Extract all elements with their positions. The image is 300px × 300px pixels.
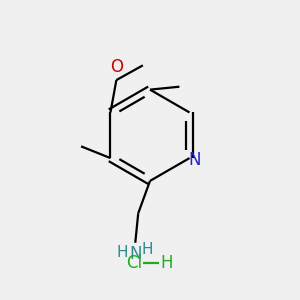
Text: H: H: [116, 245, 128, 260]
Text: O: O: [110, 58, 123, 76]
Text: H: H: [160, 254, 172, 272]
Text: N: N: [188, 151, 200, 169]
Text: N: N: [129, 245, 142, 263]
Text: Cl: Cl: [126, 254, 142, 272]
Text: H: H: [141, 242, 153, 257]
